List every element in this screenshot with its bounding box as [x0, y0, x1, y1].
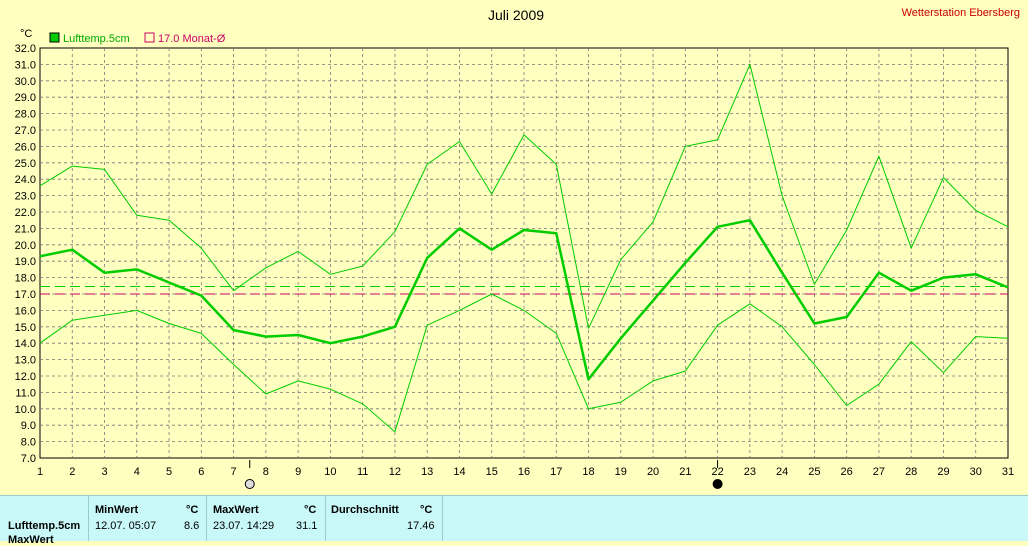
min-value: 8.6 — [184, 520, 200, 532]
legend-label-monat: 17.0 Monat-Ø — [158, 33, 226, 45]
y-tick-label: 19.0 — [15, 256, 36, 268]
min-time: 12.07. 05:07 — [95, 520, 157, 532]
x-tick-label: 19 — [615, 466, 627, 478]
y-tick-label: 31.0 — [15, 59, 36, 71]
max-unit: °C — [304, 504, 317, 516]
x-tick-label: 9 — [295, 466, 301, 478]
x-tick-label: 21 — [679, 466, 691, 478]
y-tick-label: 25.0 — [15, 158, 36, 170]
y-axis-unit: °C — [20, 28, 32, 40]
series-line-lufttemp-5cm — [39, 218, 1009, 381]
avg-unit: °C — [420, 504, 433, 516]
legend-swatch-lufttemp — [49, 32, 60, 43]
x-tick-label: 14 — [453, 466, 465, 478]
x-tick-label: 23 — [744, 466, 756, 478]
x-tick-label: 18 — [582, 466, 594, 478]
series-lines — [39, 63, 1009, 433]
x-tick-label: 27 — [873, 466, 885, 478]
chart-title: Juli 2009 — [488, 7, 544, 23]
y-tick-label: 16.0 — [15, 305, 36, 317]
y-tick-label: 32.0 — [15, 43, 36, 55]
y-tick-label: 20.0 — [15, 240, 36, 252]
legend-label-lufttemp: Lufttemp.5cm — [63, 33, 130, 45]
y-tick-label: 24.0 — [15, 174, 36, 186]
avg-value: 17.46 — [407, 520, 435, 532]
y-tick-label: 14.0 — [15, 338, 36, 350]
series-line-max — [39, 63, 1009, 329]
x-tick-label: 7 — [231, 466, 237, 478]
legend-swatch-monat — [144, 32, 155, 43]
y-tick-label: 8.0 — [21, 437, 36, 449]
y-axis: 7.0 8.0 9.0 10.0 11.0 12.0 13.0 14.0 15.0 16.0 17.… — [15, 43, 36, 465]
x-tick-label: 26 — [841, 466, 853, 478]
y-tick-label: 11.0 — [15, 387, 36, 399]
y-tick-label: 21.0 — [15, 223, 36, 235]
x-tick-label: 8 — [263, 466, 269, 478]
new-moon-icon — [712, 479, 723, 489]
max-header: MaxWert — [213, 504, 259, 516]
grid — [39, 47, 1009, 459]
x-tick-label: 3 — [101, 466, 107, 478]
x-axis: 1 2 3 4 5 6 7 8 9 10 11 12 13 14 15 16 17 18 19 20 21 22 23 24 2… — [37, 466, 1014, 478]
max-value: 31.1 — [296, 520, 318, 532]
y-tick-label: 17.0 — [15, 289, 36, 301]
max-time: 23.07. 14:29 — [213, 520, 275, 532]
moon-markers — [244, 460, 723, 489]
x-tick-label: 28 — [905, 466, 917, 478]
y-tick-label: 22.0 — [15, 207, 36, 219]
x-tick-label: 6 — [198, 466, 204, 478]
x-tick-label: 24 — [776, 466, 788, 478]
min-unit: °C — [186, 504, 199, 516]
y-tick-label: 13.0 — [15, 355, 36, 367]
x-tick-label: 22 — [711, 466, 723, 478]
y-tick-label: 26.0 — [15, 141, 36, 153]
temperature-chart: Juli 2009 Wetterstation Ebersberg °C Luf… — [15, 7, 1020, 489]
y-tick-label: 30.0 — [15, 76, 36, 88]
station-name: Wetterstation Ebersberg — [902, 7, 1020, 19]
x-tick-label: 2 — [69, 466, 75, 478]
x-tick-label: 12 — [389, 466, 401, 478]
y-tick-label: 10.0 — [15, 404, 36, 416]
full-moon-icon — [244, 479, 255, 489]
x-tick-label: 20 — [647, 466, 659, 478]
y-tick-label: 15.0 — [15, 322, 36, 334]
x-tick-label: 30 — [970, 466, 982, 478]
stats-panel: Lufttemp.5cm MaxWert MinWert °C 12.07. 0… — [0, 495, 1028, 546]
x-tick-label: 5 — [166, 466, 172, 478]
x-tick-label: 1 — [37, 466, 43, 478]
y-tick-label: 28.0 — [15, 109, 36, 121]
y-tick-label: 29.0 — [15, 92, 36, 104]
min-header: MinWert — [95, 504, 139, 516]
x-tick-label: 16 — [518, 466, 530, 478]
x-tick-label: 11 — [357, 466, 368, 478]
stats-row-label: Lufttemp.5cm — [8, 520, 81, 532]
stats-row2-label: MaxWert — [8, 534, 54, 546]
y-tick-label: 23.0 — [15, 191, 36, 203]
y-tick-label: 18.0 — [15, 273, 36, 285]
x-tick-label: 13 — [421, 466, 433, 478]
y-tick-label: 12.0 — [15, 371, 36, 383]
y-tick-label: 7.0 — [21, 453, 36, 465]
y-tick-label: 9.0 — [21, 420, 36, 432]
x-tick-label: 17 — [550, 466, 562, 478]
series-line-min — [39, 293, 1009, 433]
y-tick-label: 27.0 — [15, 125, 36, 137]
x-tick-label: 4 — [134, 466, 140, 478]
x-tick-label: 10 — [324, 466, 336, 478]
x-tick-label: 31 — [1002, 466, 1014, 478]
x-tick-label: 25 — [808, 466, 820, 478]
x-tick-label: 29 — [937, 466, 949, 478]
avg-header: Durchschnitt — [331, 504, 399, 516]
reference-lines — [40, 285, 1008, 295]
x-tick-label: 15 — [486, 466, 498, 478]
